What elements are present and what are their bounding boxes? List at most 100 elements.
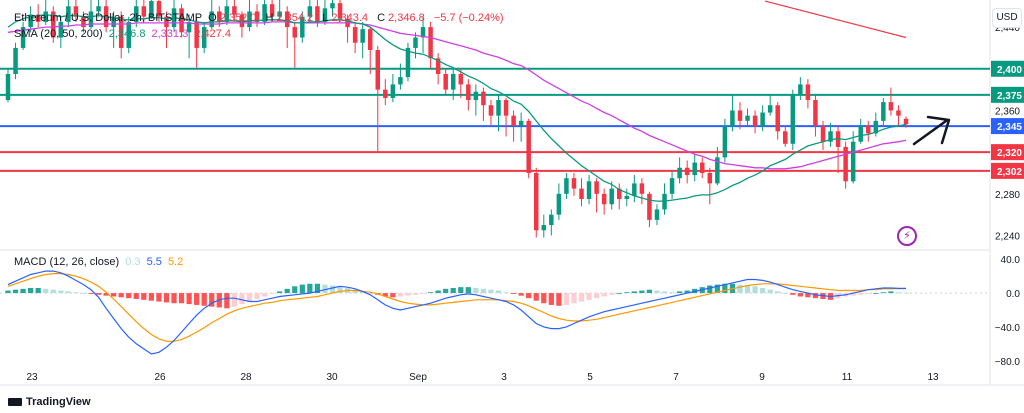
candle-body bbox=[858, 126, 863, 142]
candle-body bbox=[73, 6, 79, 17]
macd-histogram-bar bbox=[412, 293, 419, 295]
tradingview-logo: TradingView bbox=[8, 396, 91, 408]
macd-histogram-bar bbox=[601, 293, 607, 297]
time-tick-label: 13 bbox=[927, 372, 939, 383]
macd-histogram-bar bbox=[254, 293, 260, 299]
macd-histogram-bar bbox=[646, 289, 653, 294]
close-label: C bbox=[377, 12, 386, 24]
candle-body bbox=[156, 1, 162, 17]
macd-histogram-bar bbox=[246, 293, 253, 302]
sma-label: SMA (20, 50, 200) bbox=[14, 28, 103, 40]
macd-tick-label: 0.0 bbox=[1006, 289, 1020, 300]
high-value: 2,354.2 bbox=[276, 12, 314, 24]
currency-button[interactable]: USD bbox=[992, 8, 1022, 28]
candle-body bbox=[28, 14, 33, 28]
macd-histogram-bar bbox=[805, 293, 811, 298]
sma200-line bbox=[764, 0, 907, 39]
macd-label: MACD (12, 26, close) bbox=[14, 256, 120, 268]
candle-body bbox=[541, 225, 547, 231]
candle-body bbox=[5, 73, 11, 101]
candle-body bbox=[111, 16, 116, 28]
price-level-tag bbox=[991, 86, 1024, 103]
candle-body bbox=[315, 6, 320, 22]
macd-histogram-bar bbox=[443, 288, 449, 294]
macd-histogram-bar bbox=[669, 292, 675, 294]
macd-histogram-bar bbox=[360, 291, 366, 294]
candle-body bbox=[730, 110, 735, 127]
candle-body bbox=[601, 193, 607, 205]
low-value: 2,343.4 bbox=[331, 12, 369, 24]
macd-histogram-bar bbox=[186, 293, 192, 305]
candle-body bbox=[752, 115, 758, 127]
macd-histogram-bar bbox=[714, 284, 720, 294]
candle-body bbox=[820, 126, 826, 142]
candle-body bbox=[13, 47, 18, 74]
macd-histogram-bar bbox=[684, 290, 690, 294]
candle-body bbox=[609, 188, 614, 205]
macd-histogram-bar bbox=[473, 288, 479, 294]
candle-body bbox=[511, 115, 516, 127]
time-tick-label: 3 bbox=[501, 372, 507, 383]
candle-body bbox=[805, 84, 811, 101]
candle-body bbox=[571, 178, 577, 189]
candle-body bbox=[654, 209, 660, 220]
macd-histogram-bar bbox=[631, 291, 637, 294]
candle-body bbox=[503, 100, 509, 116]
candle-body bbox=[66, 6, 71, 22]
macd-histogram-bar bbox=[465, 287, 471, 294]
candle-body bbox=[677, 167, 682, 179]
price-level-tag bbox=[991, 60, 1024, 77]
candle-body bbox=[390, 84, 396, 98]
candle-body bbox=[284, 11, 290, 28]
macd-histogram-bar bbox=[676, 291, 683, 294]
candle-body bbox=[209, 11, 214, 28]
candle-body bbox=[96, 6, 101, 12]
macd-histogram-bar bbox=[307, 283, 313, 294]
macd-histogram-bar bbox=[156, 293, 162, 302]
candle-body bbox=[420, 27, 426, 38]
candle-body bbox=[405, 47, 411, 78]
time-tick-label: 26 bbox=[154, 372, 166, 383]
macd-histogram-bar bbox=[593, 293, 600, 299]
macd-histogram-bar bbox=[435, 290, 441, 294]
candle-body bbox=[684, 167, 690, 176]
macd-histogram-bar bbox=[850, 293, 856, 296]
candle-body bbox=[745, 115, 750, 121]
candle-body bbox=[330, 3, 335, 9]
lightning-icon[interactable]: ⚡ bbox=[897, 226, 917, 246]
candle-body bbox=[737, 110, 743, 121]
macd-histogram-bar bbox=[314, 283, 321, 294]
candle-body bbox=[239, 14, 245, 28]
candle-body bbox=[828, 131, 833, 142]
candle-body bbox=[292, 27, 298, 38]
macd-histogram-bar bbox=[760, 288, 766, 294]
macd-histogram-bar bbox=[329, 285, 336, 294]
candle-body bbox=[232, 6, 237, 15]
time-tick-label: 23 bbox=[26, 372, 38, 383]
candle-body bbox=[579, 188, 584, 200]
candle-body bbox=[247, 11, 252, 28]
candle-body bbox=[413, 37, 418, 48]
macd-histogram-bar bbox=[722, 283, 728, 294]
macd-histogram-bar bbox=[209, 293, 215, 307]
candle-body bbox=[428, 27, 433, 59]
macd-histogram-bar bbox=[707, 285, 713, 294]
macd-histogram-bar bbox=[148, 293, 154, 301]
macd-histogram-bar bbox=[533, 293, 539, 301]
candle-body bbox=[254, 11, 260, 22]
time-tick-label: 28 bbox=[240, 372, 252, 383]
macd-histogram-bar bbox=[767, 289, 773, 294]
open-value: 2,352.0 bbox=[219, 12, 257, 24]
candle-body bbox=[843, 146, 848, 182]
close-value: 2,346.8 bbox=[388, 12, 425, 24]
macd-histogram-bar bbox=[12, 289, 19, 294]
macd-histogram-bar bbox=[873, 293, 879, 294]
macd-histogram-bar bbox=[111, 293, 117, 297]
macd-histogram-bar bbox=[103, 293, 109, 296]
candle-body bbox=[51, 11, 56, 38]
macd-histogram-bar bbox=[865, 293, 871, 294]
chart-legend-macd: MACD (12, 26, close) 0.3 5.5 5.2 bbox=[14, 256, 186, 268]
macd-histogram-bar bbox=[269, 293, 275, 294]
candle-body bbox=[262, 4, 267, 22]
